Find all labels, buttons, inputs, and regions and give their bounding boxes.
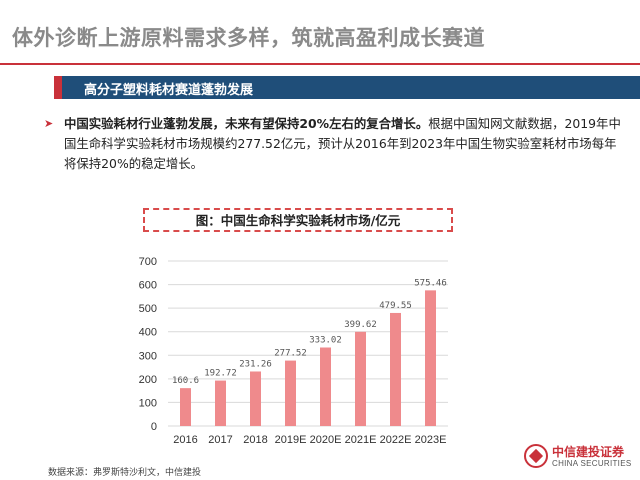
data-label: 231.26 [239, 359, 272, 369]
bar [215, 380, 226, 426]
data-label: 479.55 [379, 301, 412, 311]
title-divider [0, 63, 640, 65]
bar [390, 312, 401, 426]
bullet-body: 根据中国知网文献数据，2019年中国生命科学实验耗材市场规模约277.52亿元，… [64, 116, 621, 171]
data-label: 192.72 [204, 369, 237, 379]
section-title: 高分子塑料耗材赛道蓬勃发展 [84, 83, 254, 98]
x-tick-label: 2018 [243, 434, 267, 446]
y-tick-label: 500 [139, 303, 157, 315]
y-tick-label: 700 [139, 256, 157, 268]
data-label: 277.52 [274, 349, 307, 359]
company-logo: 中信建投证券 CHINA SECURITIES [524, 442, 634, 472]
source-note: 数据来源：弗罗斯特沙利文，中信建投 [48, 468, 202, 478]
logo-text-cn: 中信建投证券 [552, 445, 625, 459]
x-tick-label: 2019E [275, 434, 307, 446]
data-label: 575.46 [414, 278, 447, 288]
bar [250, 371, 261, 426]
logo-mark-icon [524, 444, 548, 468]
y-tick-label: 100 [139, 397, 157, 409]
x-tick-label: 2017 [208, 434, 232, 446]
y-tick-label: 600 [139, 280, 157, 292]
x-tick-label: 2023E [415, 434, 447, 446]
bullet-paragraph: 中国实验耗材行业蓬勃发展，未来有望保持20%左右的复合增长。根据中国知网文献数据… [64, 114, 628, 174]
y-tick-label: 0 [151, 421, 157, 433]
data-label: 160.6 [172, 376, 199, 386]
bar [320, 347, 331, 426]
bullet-arrow-icon: ➤ [44, 117, 54, 130]
x-tick-label: 2020E [310, 434, 342, 446]
chart-title-box: 图：中国生命科学实验耗材市场/亿元 [143, 208, 453, 232]
bar [285, 360, 296, 426]
x-tick-label: 2021E [345, 434, 377, 446]
y-tick-label: 300 [139, 350, 157, 362]
section-accent [54, 76, 62, 99]
page-title: 体外诊断上游原料需求多样，筑就高盈利成长赛道 [12, 26, 485, 50]
chart-title: 图：中国生命科学实验耗材市场/亿元 [195, 213, 401, 228]
bullet-lead: 中国实验耗材行业蓬勃发展，未来有望保持20%左右的复合增长。 [64, 116, 429, 131]
section-header: 高分子塑料耗材赛道蓬勃发展 [54, 76, 640, 99]
x-tick-label: 2016 [173, 434, 197, 446]
y-tick-label: 200 [139, 374, 157, 386]
bar [425, 290, 436, 426]
logo-text-en: CHINA SECURITIES [552, 459, 632, 468]
bar [180, 388, 191, 426]
data-label: 399.62 [344, 320, 377, 330]
bar [355, 331, 366, 426]
x-tick-label: 2022E [380, 434, 412, 446]
y-tick-label: 400 [139, 327, 157, 339]
data-label: 333.02 [309, 336, 342, 346]
